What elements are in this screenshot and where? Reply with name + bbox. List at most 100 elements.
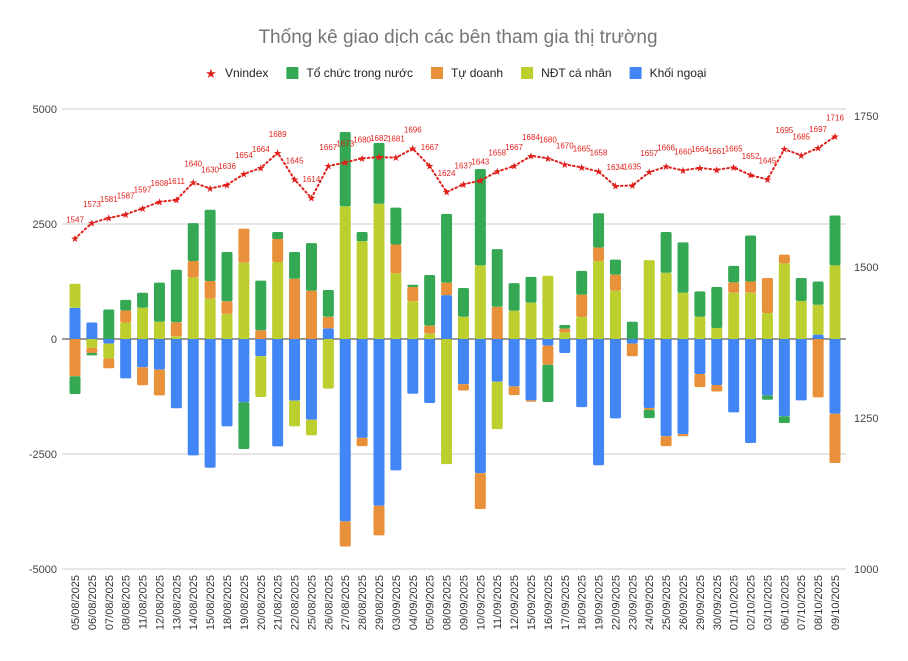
- bar-tổ-chức-trong-nước: [407, 284, 419, 288]
- bar-khối-ngoại: [761, 339, 773, 396]
- x-axis-tick-label: 08/10/2025: [813, 575, 825, 630]
- vnindex-point-star: ★: [290, 175, 299, 186]
- bar-nđt-cá-nhân: [474, 265, 486, 339]
- bar-tự-doanh: [322, 316, 334, 329]
- x-axis-tick-label: 11/08/2025: [138, 575, 150, 629]
- bar-khối-ngoại: [69, 307, 81, 339]
- x-axis-tick-label: 26/08/2025: [323, 575, 335, 630]
- bar-nđt-cá-nhân: [457, 316, 469, 339]
- bar-tổ-chức-trong-nước: [457, 287, 469, 317]
- vnindex-data-label: 1657: [640, 149, 658, 158]
- bar-tổ-chức-trong-nước: [120, 299, 132, 311]
- bar-tổ-chức-trong-nước: [795, 278, 807, 302]
- bar-nđt-cá-nhân: [609, 290, 621, 339]
- x-axis-tick-label: 09/09/2025: [458, 575, 470, 630]
- vnindex-point-star: ★: [358, 154, 367, 165]
- vnindex-point-star: ★: [493, 167, 502, 178]
- bar-tổ-chức-trong-nước: [508, 283, 520, 311]
- bar-khối-ngoại: [86, 322, 98, 339]
- bar-nđt-cá-nhân: [441, 339, 453, 465]
- bar-tự-doanh: [407, 287, 419, 302]
- bar-tự-doanh: [626, 343, 638, 357]
- bar-nđt-cá-nhân: [508, 310, 520, 339]
- x-axis-tick-label: 22/08/2025: [290, 575, 302, 630]
- bar-khối-ngoại: [694, 339, 706, 374]
- bar-khối-ngoại: [407, 339, 419, 394]
- vnindex-point-star: ★: [476, 176, 485, 187]
- vnindex-data-label: 1547: [66, 216, 84, 225]
- legend-label: NĐT cá nhân: [541, 66, 611, 80]
- vnindex-point-star: ★: [628, 181, 637, 192]
- bar-tự-doanh: [677, 433, 689, 437]
- bar-khối-ngoại: [677, 339, 689, 434]
- bar-tổ-chức-trong-nước: [424, 275, 436, 326]
- vnindex-point-star: ★: [375, 153, 384, 164]
- bar-khối-ngoại: [170, 339, 182, 409]
- legend-swatch: [286, 67, 299, 79]
- vnindex-point-star: ★: [459, 180, 468, 191]
- bars: [69, 132, 841, 547]
- legend-swatch: [431, 67, 444, 79]
- vnindex-point-star: ★: [543, 154, 552, 165]
- bar-tổ-chức-trong-nước: [542, 364, 554, 403]
- bar-khối-ngoại: [508, 339, 520, 387]
- bar-tổ-chức-trong-nước: [593, 213, 605, 248]
- bar-tổ-chức-trong-nước: [829, 215, 841, 266]
- vnindex-point-star: ★: [611, 182, 620, 193]
- vnindex-data-label: 1681: [387, 135, 405, 144]
- bar-tự-doanh: [593, 247, 605, 262]
- legend-swatch: [521, 67, 534, 79]
- bar-nđt-cá-nhân: [187, 277, 199, 339]
- bar-tổ-chức-trong-nước: [559, 324, 571, 329]
- vnindex-data-label: 1660: [674, 147, 692, 156]
- bar-khối-ngoại: [778, 339, 790, 417]
- bar-nđt-cá-nhân: [373, 203, 385, 339]
- bar-tự-doanh: [643, 408, 655, 410]
- x-axis-tick-label: 10/09/2025: [475, 575, 487, 630]
- vnindex-data-label: 1630: [201, 165, 219, 174]
- bar-khối-ngoại: [289, 339, 301, 401]
- bar-khối-ngoại: [491, 339, 503, 382]
- bar-tự-doanh: [424, 325, 436, 334]
- legend-label: Khối ngoại: [650, 66, 707, 80]
- vnindex-data-label: 1667: [319, 143, 337, 152]
- bar-tổ-chức-trong-nước: [137, 292, 149, 308]
- bar-khối-ngoại: [153, 339, 165, 370]
- vnindex-point-star: ★: [104, 214, 113, 225]
- bar-khối-ngoại: [576, 339, 588, 408]
- bar-nđt-cá-nhân: [322, 339, 334, 389]
- vnindex-data-label: 1658: [590, 149, 608, 158]
- bar-tự-doanh: [187, 261, 199, 278]
- axes: 5000 2500 0 -2500 -5000 1750 1500 1250 1000 05/08…: [29, 104, 879, 630]
- vnindex-point-star: ★: [239, 169, 248, 180]
- bar-nđt-cá-nhân: [407, 301, 419, 339]
- bar-tổ-chức-trong-nước: [289, 252, 301, 279]
- bar-nđt-cá-nhân: [153, 321, 165, 339]
- vnindex-point-star: ★: [679, 166, 688, 177]
- bar-nđt-cá-nhân: [829, 265, 841, 339]
- chart-title: Thống kê giao dịch các bên tham gia thị …: [258, 27, 657, 48]
- vnindex-point-star: ★: [662, 162, 671, 173]
- vnindex-point-star: ★: [206, 184, 215, 195]
- bar-nđt-cá-nhân: [745, 292, 757, 339]
- vnindex-point-star: ★: [831, 132, 840, 143]
- bar-khối-ngoại: [238, 339, 250, 403]
- bar-nđt-cá-nhân: [170, 336, 182, 339]
- bar-tự-doanh: [120, 310, 132, 323]
- bar-tổ-chức-trong-nước: [356, 232, 368, 242]
- bar-khối-ngoại: [137, 339, 149, 368]
- bar-nđt-cá-nhân: [137, 307, 149, 339]
- bar-tự-doanh: [373, 505, 385, 536]
- x-axis-tick-label: 27/08/2025: [340, 575, 352, 630]
- bar-nđt-cá-nhân: [339, 206, 351, 339]
- x-axis-tick-label: 09/10/2025: [830, 575, 842, 630]
- bar-tự-doanh: [137, 367, 149, 386]
- bar-nđt-cá-nhân: [542, 275, 554, 339]
- bar-tổ-chức-trong-nước: [525, 276, 537, 303]
- bar-nđt-cá-nhân: [525, 302, 537, 339]
- vnindex-point-star: ★: [121, 210, 130, 221]
- x-axis-tick-label: 01/10/2025: [729, 575, 741, 630]
- bar-tự-doanh: [221, 301, 233, 314]
- x-axis-tick-label: 29/09/2025: [695, 575, 707, 630]
